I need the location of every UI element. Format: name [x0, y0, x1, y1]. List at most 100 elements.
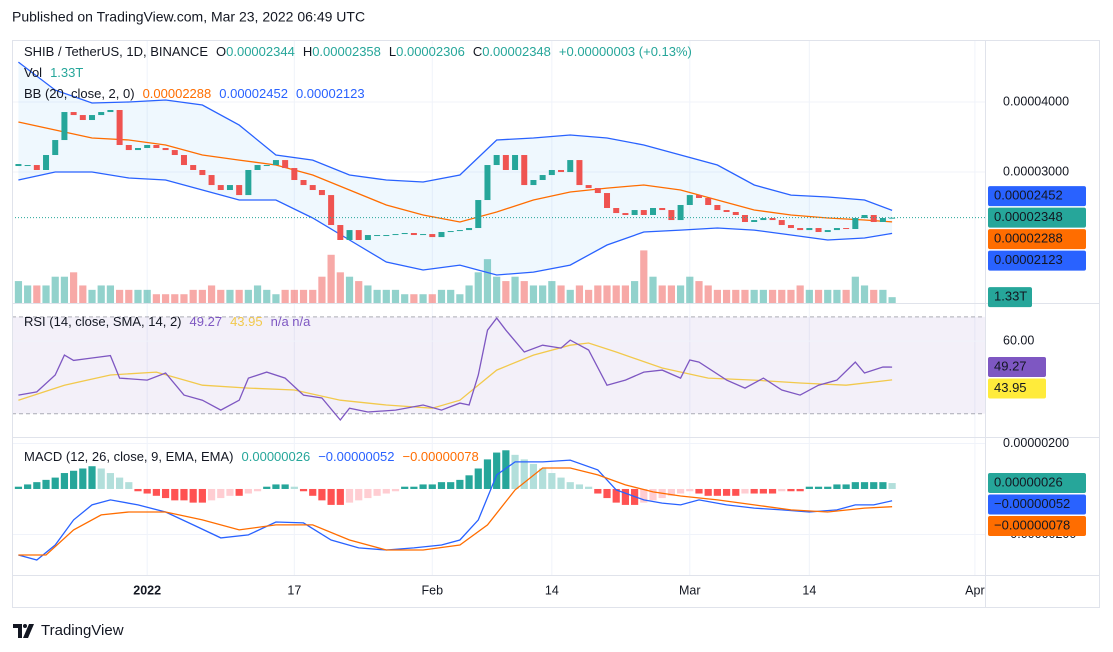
volume-bar — [14, 281, 23, 303]
y-tick-label: 0.00000200 — [1003, 436, 1069, 450]
candle — [70, 112, 77, 116]
candle — [806, 228, 813, 231]
volume-bar — [860, 285, 869, 303]
macd-histogram-bar — [235, 488, 243, 496]
candle — [116, 110, 123, 146]
macd-histogram-bar — [143, 488, 151, 494]
candle — [217, 185, 224, 191]
volume-value: 1.33T — [50, 65, 83, 80]
macd-histogram-bar — [566, 482, 574, 489]
volume-bar — [520, 281, 528, 303]
price-label-box — [988, 250, 1086, 271]
volume-bar — [42, 285, 50, 303]
candle — [797, 228, 804, 231]
x-tick-label: Mar — [679, 583, 701, 597]
bb-value: 0.00002288 — [143, 86, 212, 101]
volume-bar — [318, 276, 326, 303]
volume-bar — [732, 289, 740, 303]
candle — [254, 165, 261, 170]
macd-histogram-bar — [824, 486, 832, 489]
candle — [401, 232, 408, 235]
macd-histogram-bar — [796, 488, 804, 492]
macd-histogram-bar — [42, 479, 50, 489]
bb-value: 0.00002123 — [296, 86, 365, 101]
volume-bar — [51, 276, 59, 303]
candle — [291, 168, 298, 181]
macd-histogram-bar — [621, 488, 630, 505]
volume-bar — [695, 281, 703, 303]
volume-bar — [97, 285, 105, 303]
macd-histogram-bar — [603, 488, 611, 499]
macd-histogram-bar — [667, 488, 675, 496]
macd-histogram-bar — [198, 488, 206, 503]
macd-histogram-bar — [281, 484, 289, 489]
volume-bar — [548, 281, 556, 303]
macd-histogram-bar — [474, 468, 482, 489]
macd-histogram-bar — [741, 488, 749, 494]
volume-bar — [787, 289, 795, 303]
volume-bar — [116, 289, 124, 303]
candle — [539, 175, 546, 181]
volume-bar — [161, 294, 170, 303]
chart-border — [12, 40, 1100, 608]
ohlc-key: O — [216, 44, 226, 59]
rsi-value: 49.27 — [190, 314, 223, 329]
candle — [272, 160, 279, 166]
macd-histogram-bar — [520, 459, 528, 489]
x-tick-label: 14 — [802, 583, 816, 597]
ohlc-key: L — [389, 44, 396, 59]
volume-bar — [851, 276, 859, 303]
candle — [567, 160, 574, 173]
candle — [383, 235, 390, 237]
candle — [778, 220, 785, 226]
macd-histogram-bar — [456, 479, 464, 489]
macd-histogram-bar — [263, 486, 271, 489]
brand-logo — [13, 624, 34, 638]
volume-bar — [502, 281, 510, 303]
macd-histogram-bar — [134, 488, 142, 492]
macd-histogram-bar — [437, 482, 446, 489]
volume-bar — [79, 285, 87, 303]
volume-bar — [272, 294, 280, 303]
labels: 2022 17 Feb 14 Mar 14 Apr 0.00004000 0.00003000 0… — [133, 94, 1086, 597]
candle — [613, 208, 620, 214]
volume-bar — [207, 285, 216, 303]
volume-bar — [355, 281, 363, 303]
candle — [125, 145, 132, 151]
candle — [447, 231, 454, 233]
macd-histogram-bar — [391, 488, 400, 492]
macd-histogram-bar — [79, 468, 87, 489]
candle — [226, 185, 233, 191]
candle — [98, 112, 105, 116]
candle — [484, 165, 491, 201]
volume-bar — [824, 289, 832, 303]
volume-bar — [676, 285, 685, 303]
x-tick-label: 2022 — [133, 583, 161, 597]
volume-bar — [299, 289, 308, 303]
macd-histogram-bar — [88, 466, 96, 489]
macd-histogram-bar — [814, 486, 823, 489]
macd-histogram-bar — [318, 488, 326, 501]
volume-bar — [437, 289, 446, 303]
candle — [318, 190, 325, 196]
candle — [180, 155, 187, 166]
candle — [760, 218, 767, 221]
macd-histogram-bar — [373, 488, 381, 496]
macd-histogram-bar — [713, 488, 721, 496]
candle — [89, 115, 96, 121]
volume-bar — [106, 285, 115, 303]
candle — [300, 180, 307, 186]
price-label: 49.27 — [994, 358, 1027, 373]
volume-bar — [309, 289, 317, 303]
macd-histogram-bar — [548, 473, 556, 489]
volume-bar — [410, 294, 418, 303]
macd-histogram-bar — [226, 488, 234, 496]
macd-histogram-bar — [851, 482, 859, 489]
ohlc-value: 0.00002306 — [396, 44, 465, 59]
volume-bar — [833, 289, 841, 303]
macd-histogram-bar — [888, 483, 896, 489]
published-note: Published on TradingView.com, Mar 23, 20… — [12, 9, 365, 25]
macd-histogram-bar — [493, 452, 501, 489]
volume-bar — [493, 276, 501, 303]
